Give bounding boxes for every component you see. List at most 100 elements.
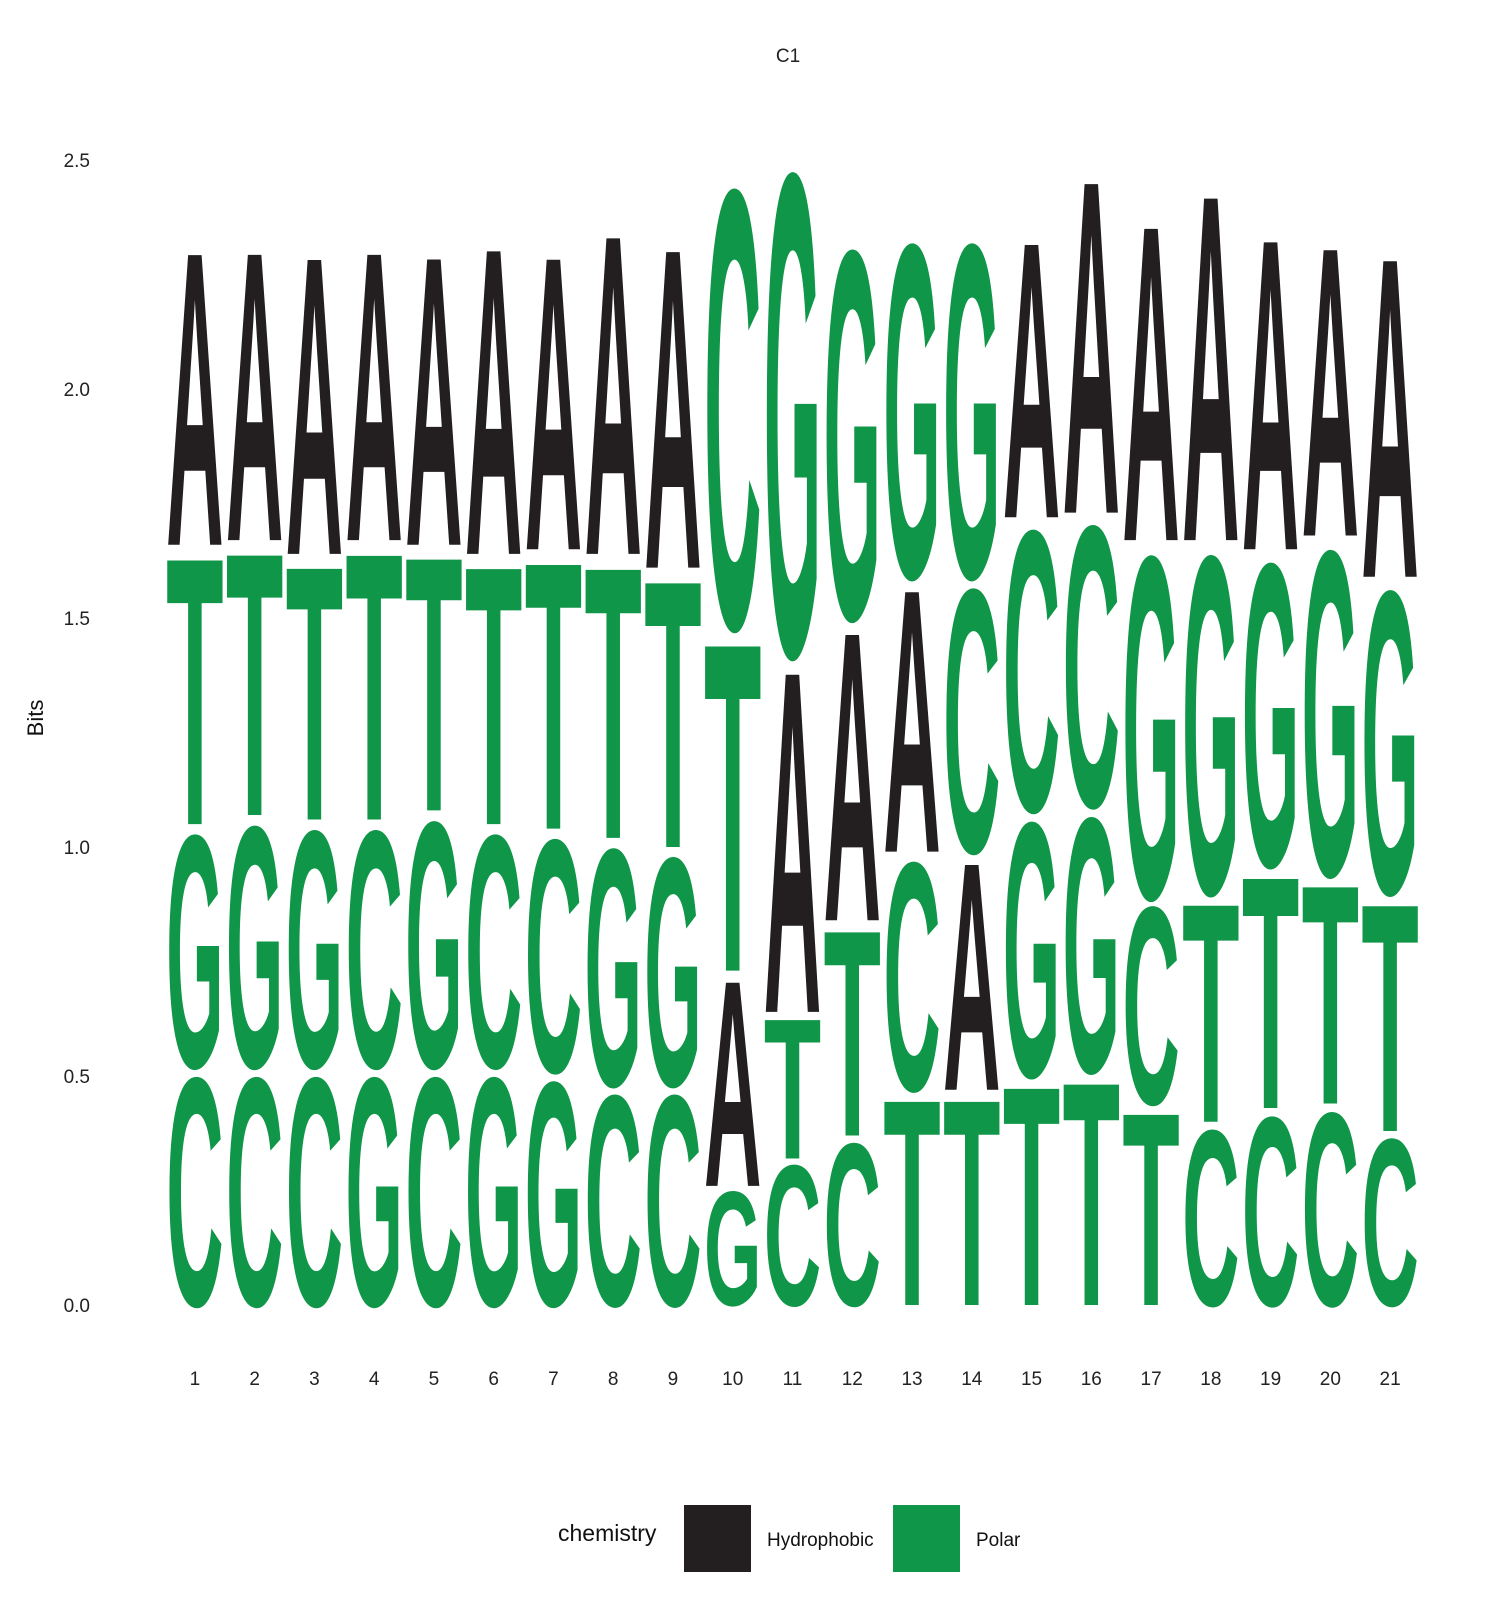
x-tick-label: 5	[429, 1369, 440, 1390]
logo-letter-g: G	[286, 761, 343, 1140]
logo-letter-t: T	[1361, 835, 1418, 1201]
logo-letter-g: G	[1003, 746, 1060, 1154]
logo-letter-t: T	[1242, 807, 1299, 1179]
logo-letter-c: C	[345, 761, 402, 1140]
logo-letter-c: C	[1242, 1062, 1299, 1363]
logo-letter-a: A	[1122, 131, 1179, 637]
logo-letter-c: C	[405, 1011, 462, 1375]
x-tick-label: 12	[842, 1369, 863, 1390]
logo-letter-a: A	[525, 170, 582, 640]
x-tick-label: 21	[1380, 1369, 1401, 1390]
logo-letter-g: G	[1182, 457, 1239, 997]
logo-letter-a: A	[465, 156, 522, 647]
logo-letter-t: T	[824, 870, 881, 1199]
logo-letter-stacks: CGTACGTACGTAGCTACGTAGCTAGCTACGTACGTAGATC…	[166, 30, 1419, 1375]
logo-letter-g: G	[166, 767, 223, 1138]
logo-letter-t: T	[644, 501, 701, 930]
logo-letter-g: G	[345, 1011, 402, 1375]
logo-letter-g: G	[525, 1017, 582, 1374]
logo-letter-g: G	[883, 146, 940, 679]
logo-letter-a: A	[1361, 162, 1418, 675]
x-tick-label: 17	[1141, 1369, 1162, 1390]
x-tick-label: 14	[961, 1369, 983, 1390]
logo-letter-g: G	[764, 30, 821, 802]
x-tick-label: 2	[249, 1369, 260, 1390]
y-tick-label: 0.0	[64, 1296, 90, 1317]
logo-letter-a: A	[883, 510, 940, 932]
logo-letter-c: C	[1182, 1078, 1239, 1358]
x-tick-label: 3	[309, 1369, 320, 1390]
logo-letter-a: A	[1302, 162, 1359, 625]
logo-letter-c: C	[166, 1011, 223, 1375]
logo-letter-a: A	[1003, 161, 1060, 602]
logo-letter-c: C	[824, 1095, 881, 1355]
logo-letter-t: T	[585, 487, 642, 921]
logo-letter-c: C	[226, 1011, 283, 1375]
x-tick-label: 7	[548, 1369, 559, 1390]
logo-letter-t: T	[943, 1040, 1000, 1369]
x-tick-label: 19	[1260, 1369, 1281, 1390]
logo-letter-t: T	[764, 978, 821, 1202]
logo-letter-g: G	[1361, 501, 1418, 985]
x-tick-label: 13	[901, 1369, 922, 1390]
logo-letter-a: A	[585, 139, 642, 652]
logo-letter-c: C	[585, 1031, 642, 1369]
logo-letter-c: C	[286, 1011, 343, 1375]
logo-letter-c: C	[704, 59, 761, 761]
logo-letter-g: G	[1122, 455, 1179, 1002]
logo-letter-a: A	[226, 167, 283, 630]
logo-letter-g: G	[824, 140, 881, 730]
logo-letter-t: T	[525, 483, 582, 912]
logo-letter-c: C	[1361, 1089, 1418, 1356]
x-tick-label: 4	[369, 1369, 380, 1390]
y-tick-label: 1.5	[64, 609, 90, 630]
logo-letter-a: A	[704, 918, 761, 1248]
y-axis-title: Bits	[23, 700, 48, 737]
logo-letter-c: C	[883, 796, 940, 1160]
logo-letter-t: T	[166, 478, 223, 907]
x-tick-label: 10	[722, 1369, 743, 1390]
legend-swatch-hydrophobic	[684, 1505, 751, 1572]
x-tick-label: 8	[608, 1369, 619, 1390]
x-tick-label: 18	[1200, 1369, 1221, 1390]
logo-letter-a: A	[943, 796, 1000, 1160]
logo-letter-t: T	[405, 482, 462, 889]
logo-letter-t: T	[1063, 1016, 1120, 1374]
x-tick-label: 15	[1021, 1369, 1042, 1390]
logo-letter-t: T	[465, 490, 522, 904]
logo-letter-t: T	[1302, 820, 1359, 1171]
logo-letter-c: C	[1003, 448, 1060, 896]
x-tick-label: 6	[488, 1369, 499, 1390]
legend-label-hydrophobic: Hydrophobic	[767, 1530, 874, 1551]
logo-letter-g: G	[704, 1157, 761, 1340]
logo-letter-c: C	[644, 1031, 701, 1369]
logo-letter-g: G	[405, 748, 462, 1141]
logo-letter-g: G	[644, 791, 701, 1155]
logo-letter-c: C	[1302, 1056, 1359, 1365]
logo-letter-g: G	[1302, 454, 1359, 974]
y-tick-label: 2.5	[64, 151, 90, 172]
logo-letter-t: T	[883, 1040, 940, 1369]
y-tick-label: 1.0	[64, 838, 90, 859]
logo-letter-t: T	[1182, 839, 1239, 1190]
x-tick-label: 9	[668, 1369, 679, 1390]
y-axis-tick-labels: 0.0 0.5 1.0 1.5 2.0 2.5	[64, 151, 90, 1317]
logo-letter-a: A	[1063, 80, 1120, 614]
logo-letter-t: T	[345, 473, 402, 902]
logo-letter-a: A	[1242, 146, 1299, 644]
logo-letter-c: C	[525, 772, 582, 1143]
logo-letter-g: G	[226, 754, 283, 1140]
logo-letter-c: C	[1122, 849, 1179, 1165]
logo-letter-a: A	[764, 569, 821, 1116]
logo-letter-c: C	[465, 767, 522, 1138]
logo-letter-g: G	[465, 1011, 522, 1375]
x-tick-label: 16	[1081, 1369, 1102, 1390]
logo-letter-t: T	[286, 491, 343, 898]
logo-letter-t: T	[1003, 1022, 1060, 1373]
legend-swatch-polar	[893, 1505, 960, 1572]
x-tick-label: 20	[1320, 1369, 1341, 1390]
logo-letter-g: G	[943, 146, 1000, 679]
logo-letter-a: A	[286, 169, 343, 646]
y-tick-label: 2.0	[64, 380, 90, 401]
